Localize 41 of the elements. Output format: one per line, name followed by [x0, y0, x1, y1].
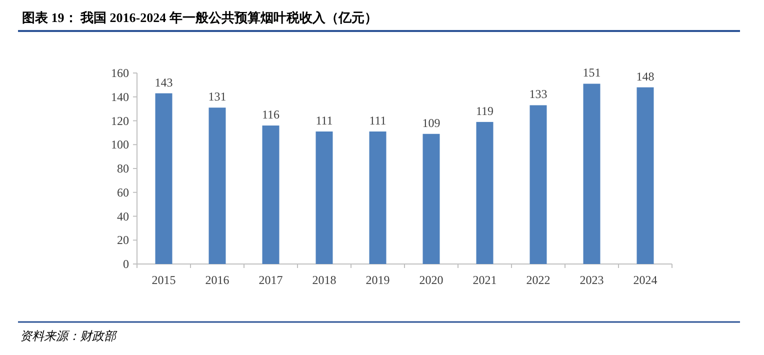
data-label: 119 — [476, 104, 494, 118]
bar — [369, 131, 386, 264]
bar — [422, 134, 440, 264]
data-label: 116 — [262, 108, 280, 122]
y-tick-label: 60 — [117, 185, 129, 200]
bar — [583, 84, 600, 264]
bar — [262, 126, 280, 264]
y-tick-label: 100 — [111, 138, 129, 152]
y-tick-label: 80 — [117, 162, 129, 176]
y-tick-label: 160 — [111, 66, 129, 80]
x-tick-label: 2024 — [633, 273, 658, 287]
y-tick-label: 0 — [123, 257, 129, 271]
data-label: 143 — [154, 75, 173, 90]
data-label: 148 — [636, 69, 654, 84]
bar — [316, 131, 333, 264]
y-tick-label: 20 — [117, 233, 129, 248]
bar — [155, 93, 172, 264]
x-tick-label: 2016 — [205, 273, 230, 287]
bar — [636, 87, 654, 264]
data-label: 111 — [316, 113, 333, 128]
x-tick-label: 2017 — [258, 273, 283, 287]
data-label: 109 — [422, 116, 440, 130]
bar — [208, 108, 226, 264]
bar — [476, 122, 494, 264]
chart-title: 图表 19： 我国 2016-2024 年一般公共预算烟叶税收入（亿元） — [22, 10, 378, 25]
x-tick-label: 2022 — [526, 273, 550, 287]
y-tick-label: 140 — [111, 90, 129, 104]
data-label: 111 — [369, 113, 386, 128]
x-tick-label: 2015 — [152, 273, 176, 287]
text: 资料来源：财政部 — [20, 329, 118, 343]
x-tick-label: 2023 — [580, 273, 604, 287]
y-tick-label: 120 — [111, 114, 129, 128]
x-tick-label: 2021 — [472, 273, 497, 287]
data-label: 151 — [582, 66, 601, 80]
x-tick-label: 2020 — [419, 273, 444, 287]
y-tick-label: 40 — [117, 209, 129, 224]
data-label: 133 — [529, 87, 548, 102]
bar — [530, 105, 547, 264]
data-label: 131 — [208, 90, 226, 104]
x-tick-label: 2018 — [312, 273, 336, 287]
x-tick-label: 2019 — [366, 273, 390, 287]
